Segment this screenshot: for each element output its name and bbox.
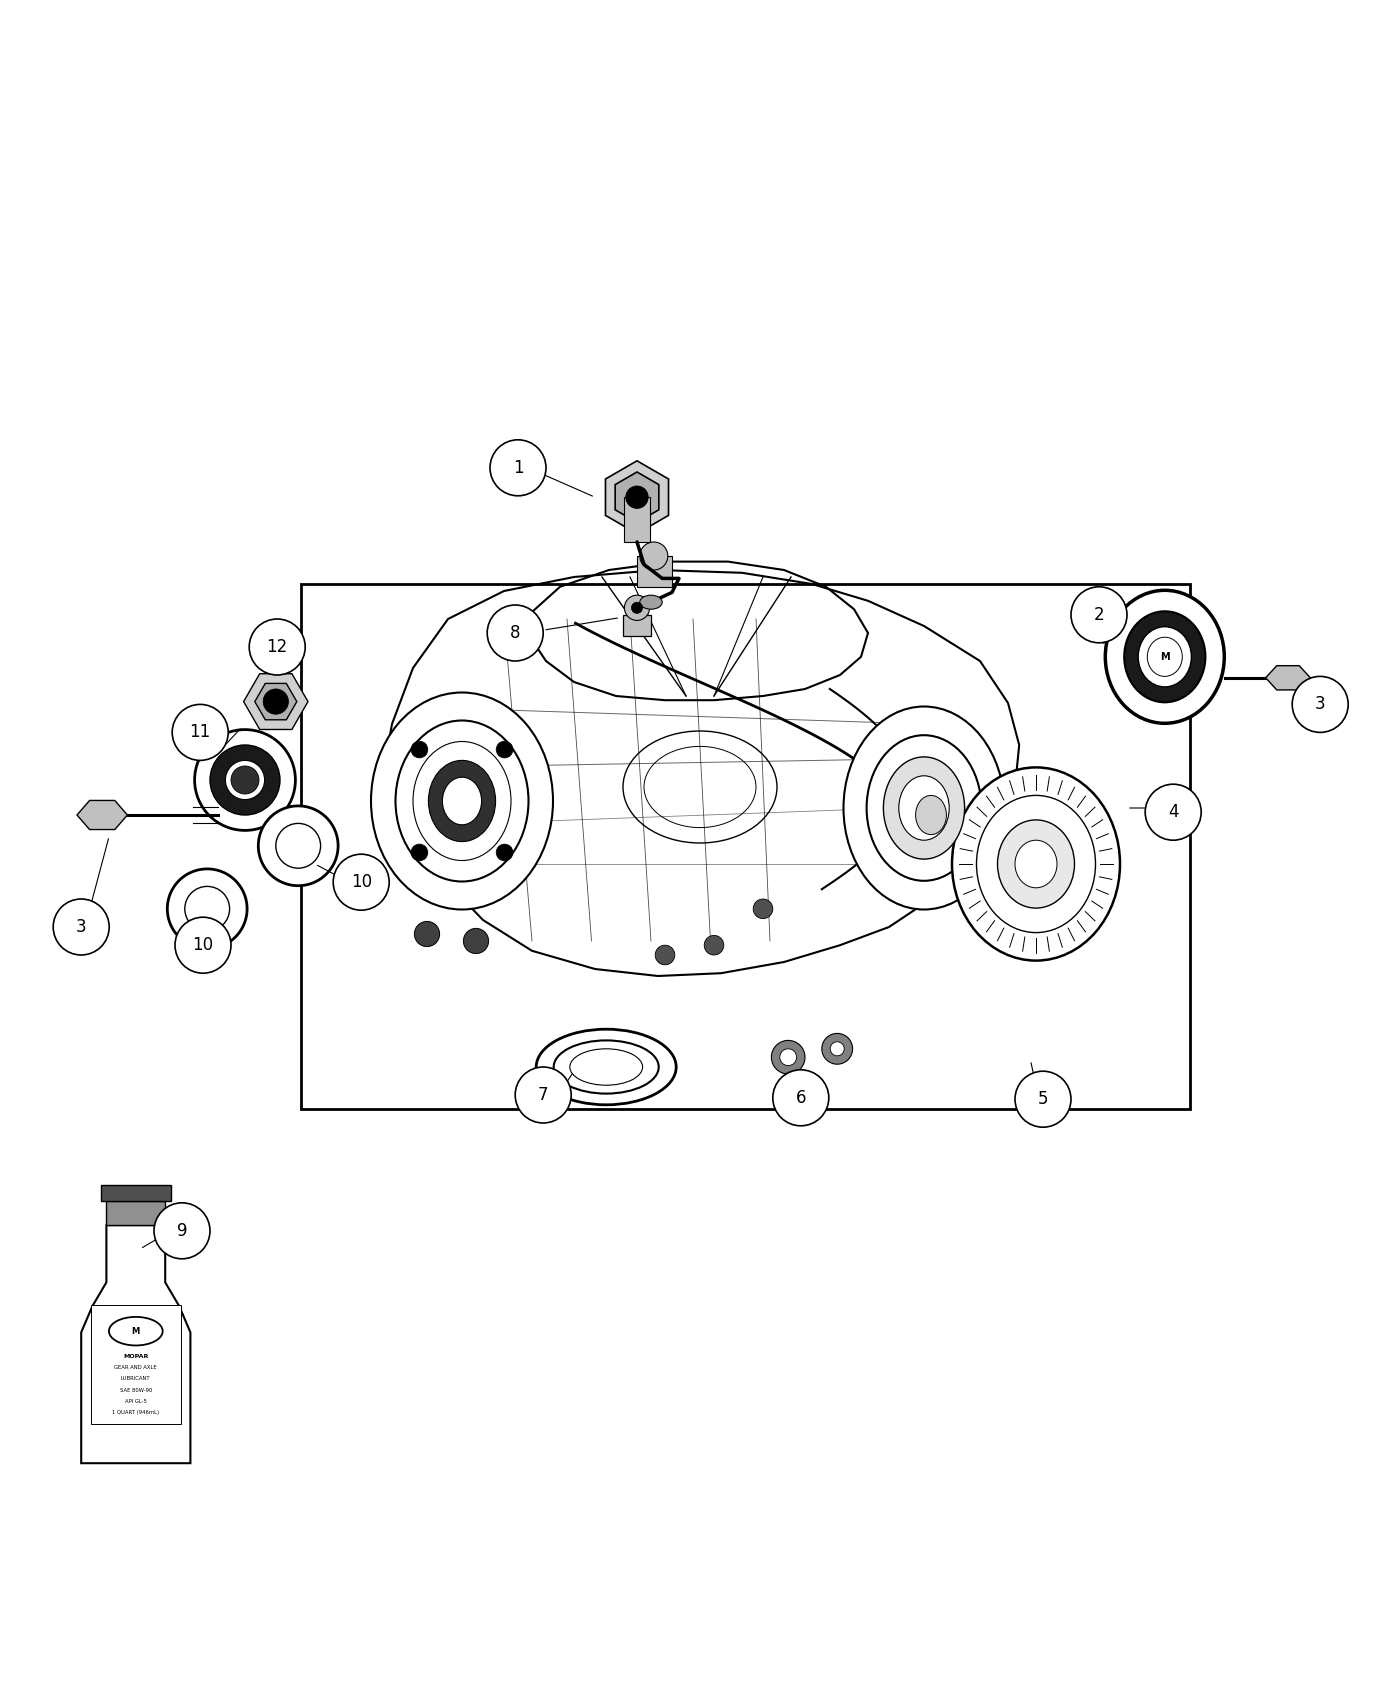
Ellipse shape xyxy=(195,729,295,830)
Polygon shape xyxy=(615,473,659,522)
Text: 9: 9 xyxy=(176,1222,188,1239)
Ellipse shape xyxy=(1015,840,1057,887)
Bar xyxy=(624,496,650,542)
Circle shape xyxy=(263,688,288,714)
Ellipse shape xyxy=(883,756,965,858)
Circle shape xyxy=(771,1040,805,1074)
Circle shape xyxy=(780,1049,797,1066)
Circle shape xyxy=(830,1042,844,1056)
Ellipse shape xyxy=(428,760,496,842)
Circle shape xyxy=(414,921,440,947)
Text: 1 QUART (946mL): 1 QUART (946mL) xyxy=(112,1411,160,1414)
Circle shape xyxy=(822,1034,853,1064)
Bar xyxy=(637,556,672,586)
Circle shape xyxy=(640,542,668,570)
Polygon shape xyxy=(77,801,127,830)
Bar xyxy=(91,1306,181,1425)
Text: 2: 2 xyxy=(1093,605,1105,624)
Text: 1: 1 xyxy=(512,459,524,476)
Circle shape xyxy=(172,704,228,760)
Ellipse shape xyxy=(225,760,265,799)
Text: 10: 10 xyxy=(192,937,214,954)
Circle shape xyxy=(1015,1071,1071,1127)
Circle shape xyxy=(655,945,675,966)
Ellipse shape xyxy=(1106,590,1225,722)
Ellipse shape xyxy=(371,692,553,910)
Polygon shape xyxy=(255,683,297,719)
Circle shape xyxy=(1292,677,1348,733)
Polygon shape xyxy=(81,1226,190,1464)
Bar xyxy=(301,585,1190,1108)
Polygon shape xyxy=(1266,666,1310,690)
Ellipse shape xyxy=(640,595,662,609)
Circle shape xyxy=(753,899,773,918)
Text: 10: 10 xyxy=(350,874,372,891)
Text: 5: 5 xyxy=(1037,1090,1049,1108)
Text: 7: 7 xyxy=(538,1086,549,1103)
Circle shape xyxy=(487,605,543,661)
Ellipse shape xyxy=(997,819,1075,908)
Circle shape xyxy=(231,767,259,794)
Ellipse shape xyxy=(258,806,337,886)
Bar xyxy=(106,1202,165,1226)
Ellipse shape xyxy=(210,745,280,814)
Circle shape xyxy=(496,741,512,758)
Ellipse shape xyxy=(977,796,1095,933)
Circle shape xyxy=(490,440,546,496)
Circle shape xyxy=(53,899,109,955)
Ellipse shape xyxy=(395,721,529,882)
Ellipse shape xyxy=(554,1040,659,1093)
Ellipse shape xyxy=(899,775,949,840)
Ellipse shape xyxy=(536,1028,676,1105)
Ellipse shape xyxy=(867,734,981,881)
Circle shape xyxy=(412,741,428,758)
Text: API GL-5: API GL-5 xyxy=(125,1399,147,1404)
Circle shape xyxy=(463,928,489,954)
Polygon shape xyxy=(244,673,308,729)
Text: SAE 80W-90: SAE 80W-90 xyxy=(119,1387,153,1392)
Circle shape xyxy=(624,595,650,620)
Text: 3: 3 xyxy=(1315,695,1326,714)
Ellipse shape xyxy=(916,796,946,835)
Polygon shape xyxy=(605,461,669,534)
Ellipse shape xyxy=(843,707,1005,910)
Text: 12: 12 xyxy=(266,638,288,656)
Bar xyxy=(623,615,651,636)
Text: M: M xyxy=(1161,651,1169,661)
Ellipse shape xyxy=(1138,627,1191,687)
Circle shape xyxy=(1145,784,1201,840)
Text: 3: 3 xyxy=(76,918,87,937)
Text: LUBRICANT: LUBRICANT xyxy=(120,1377,151,1382)
Circle shape xyxy=(333,853,389,910)
Ellipse shape xyxy=(276,823,321,869)
Circle shape xyxy=(496,845,512,860)
Circle shape xyxy=(412,845,428,860)
Bar xyxy=(101,1185,171,1202)
Circle shape xyxy=(175,918,231,972)
Circle shape xyxy=(249,619,305,675)
Circle shape xyxy=(631,602,643,614)
Text: 4: 4 xyxy=(1168,802,1179,821)
Circle shape xyxy=(626,486,648,508)
Circle shape xyxy=(773,1069,829,1125)
Text: 6: 6 xyxy=(795,1088,806,1107)
Ellipse shape xyxy=(442,777,482,824)
Text: 8: 8 xyxy=(510,624,521,643)
Text: MOPAR: MOPAR xyxy=(123,1353,148,1358)
Ellipse shape xyxy=(185,886,230,932)
Text: M: M xyxy=(132,1326,140,1336)
Circle shape xyxy=(1071,586,1127,643)
Circle shape xyxy=(154,1204,210,1258)
Text: 11: 11 xyxy=(189,724,211,741)
Ellipse shape xyxy=(167,869,246,949)
Circle shape xyxy=(515,1068,571,1124)
Circle shape xyxy=(704,935,724,955)
Text: GEAR AND AXLE: GEAR AND AXLE xyxy=(115,1365,157,1370)
Ellipse shape xyxy=(952,767,1120,960)
Ellipse shape xyxy=(1124,612,1205,702)
